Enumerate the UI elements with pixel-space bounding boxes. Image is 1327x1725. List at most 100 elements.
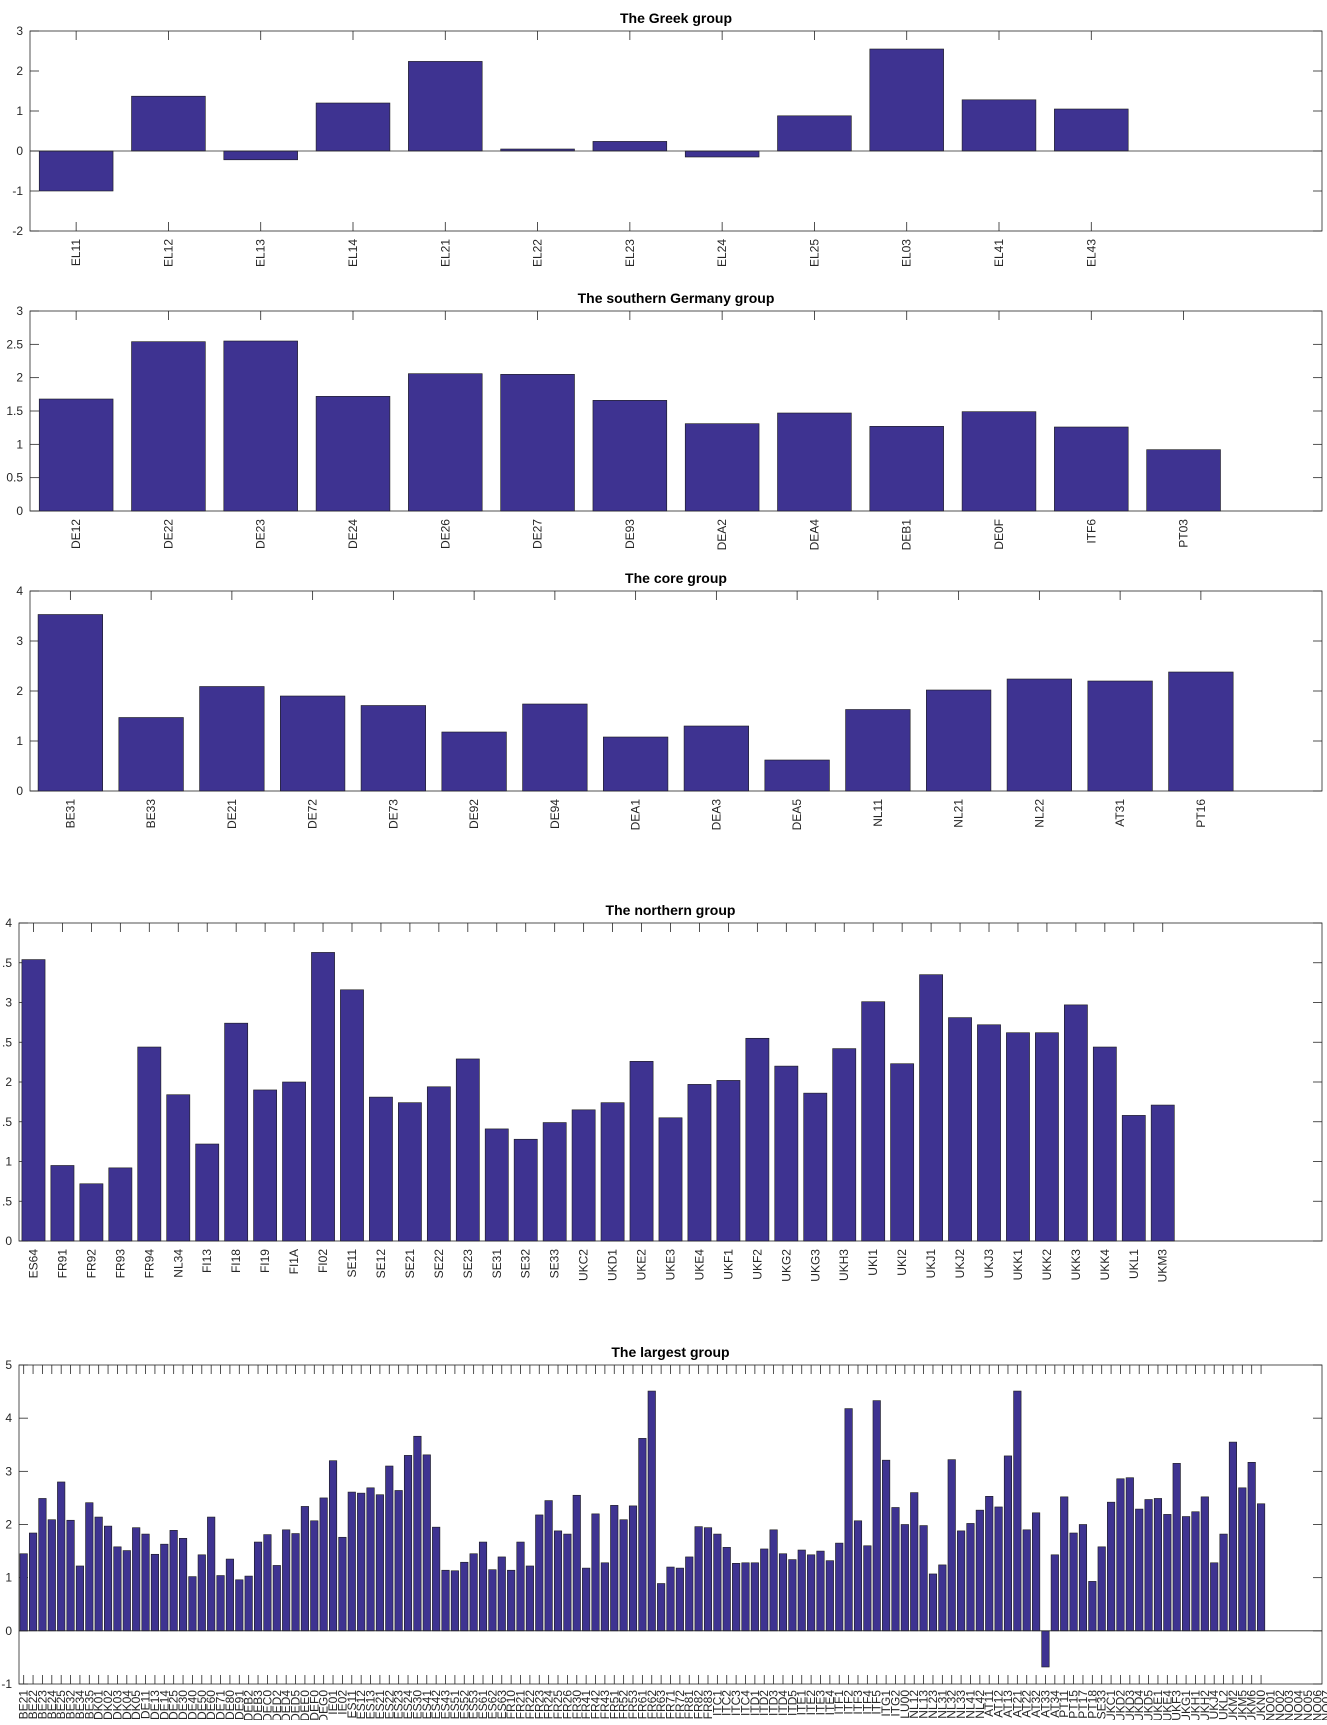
bar-ukh3 [832, 1048, 857, 1242]
x-tick-label-es23: ES23 [392, 1690, 406, 1720]
bar-fr52 [619, 1519, 628, 1632]
x-tick-label-itc3: ITC3 [729, 1690, 743, 1716]
y-tick-label-3: 1 [16, 734, 23, 748]
bar-nl23 [928, 1573, 938, 1632]
bar-es53 [469, 1553, 478, 1632]
x-tick-label-itc4: ITC4 [738, 1690, 752, 1716]
x-tick-label-be31: BE31 [63, 799, 77, 829]
x-tick-label-es63: ES63 [495, 1690, 509, 1720]
bar-nl31 [938, 1564, 947, 1632]
bar-de91 [235, 1579, 244, 1632]
x-tick-label-fr43: FR43 [598, 1690, 612, 1720]
x-tick-label-es61: ES61 [476, 1690, 490, 1720]
bar-fr26 [563, 1533, 572, 1632]
bar-de40 [188, 1576, 197, 1632]
x-tick-label-ukn0: UKN0 [1254, 1690, 1268, 1720]
bar-de22 [131, 341, 206, 512]
bar-de93 [592, 400, 668, 512]
x-tick-label-ukc1: UKC1 [1104, 1690, 1118, 1720]
bar-de24 [315, 396, 391, 512]
x-tick-label-de21: DE21 [225, 799, 239, 829]
x-tick-label-ukh3: UKH3 [837, 1249, 851, 1281]
x-tick-label-fr41: FR41 [579, 1690, 593, 1720]
x-tick-label-de50: DE50 [195, 1690, 209, 1720]
y-tick-label-3: 0 [16, 784, 23, 798]
x-tick-label-be23: BE23 [35, 1690, 49, 1720]
x-tick-label-ukf1: UKF1 [721, 1249, 735, 1280]
x-tick-label-fi19: FI19 [258, 1249, 272, 1273]
bar-be32 [66, 1519, 75, 1632]
bar-itd3 [769, 1529, 778, 1632]
bar-itc1 [713, 1533, 722, 1632]
x-tick-label-el23: EL23 [623, 239, 637, 267]
bar-be24 [47, 1519, 56, 1632]
x-tick-label-ukj4: UKJ4 [1207, 1690, 1221, 1720]
bar-fr41 [582, 1567, 591, 1632]
bar-uke1 [1153, 1498, 1163, 1632]
x-tick-label-nl42: NL42 [973, 1690, 987, 1719]
y-tick-label-4: .5 [2, 1035, 12, 1049]
bar-uke4 [687, 1084, 712, 1242]
x-tick-label-fr71: FR71 [664, 1690, 678, 1720]
x-tick-label-ukm5: UKM5 [1235, 1690, 1249, 1720]
bar-ie01 [328, 1460, 338, 1632]
bar-fr63 [657, 1583, 666, 1632]
bar-ie02 [338, 1536, 347, 1632]
bar-fr53 [628, 1505, 638, 1632]
bar-at13 [1003, 1455, 1013, 1632]
x-tick-label-de12: DE12 [69, 519, 83, 549]
bar-be31 [37, 614, 103, 792]
x-tick-label-at22: AT22 [1020, 1690, 1034, 1718]
bar-uki2 [890, 1063, 915, 1242]
x-tick-label-itc1: ITC1 [710, 1690, 724, 1716]
bar-de73 [360, 705, 426, 792]
bar-dea5 [764, 759, 830, 792]
x-tick-label-ukf3: UKF3 [1170, 1690, 1184, 1720]
x-tick-label-uki2: UKI2 [895, 1249, 909, 1276]
bar-be33 [118, 717, 184, 792]
x-tick-label-ded5: DED5 [289, 1690, 303, 1720]
bar-be34 [75, 1565, 84, 1632]
x-tick-label-nl32: NL32 [945, 1690, 959, 1719]
y-tick-label-4: 2 [5, 1075, 12, 1089]
bar-itd2 [760, 1548, 769, 1632]
bar-itf6 [1054, 426, 1129, 512]
x-tick-label-itf5: ITF5 [870, 1690, 884, 1715]
x-tick-label-pt03: PT03 [1177, 519, 1191, 548]
x-tick-label-dk01: DK01 [92, 1690, 106, 1720]
bar-deb1 [869, 426, 944, 512]
bar-uke4 [1163, 1514, 1172, 1632]
bar-fr43 [600, 1562, 609, 1632]
bar-dec0 [263, 1534, 272, 1632]
x-tick-label-nl13: NL13 [917, 1690, 931, 1719]
bar-es61 [478, 1541, 488, 1632]
chart-title-2: The southern Germany group [578, 290, 775, 306]
bar-ukd4 [1135, 1508, 1144, 1632]
bar-fr61 [638, 1438, 647, 1632]
bar-nl33 [957, 1530, 966, 1632]
bar-dk03 [113, 1546, 122, 1632]
bar-fr81 [685, 1556, 694, 1632]
x-tick-label-es11: ES11 [345, 1690, 359, 1719]
bar-be35 [85, 1502, 94, 1632]
y-tick-label-3: 3 [16, 634, 23, 648]
bar-itg1 [882, 1459, 891, 1632]
bar-se31 [484, 1128, 509, 1242]
x-tick-label-de93: DE93 [623, 519, 637, 549]
chart-title-3: The core group [625, 570, 727, 586]
bar-el13 [223, 150, 298, 161]
x-tick-label-def0: DEF0 [307, 1690, 321, 1720]
bar-be22 [29, 1532, 38, 1632]
bar-ite2 [807, 1554, 816, 1632]
bar-de27 [500, 374, 575, 512]
x-tick-label-pt17: PT17 [1076, 1690, 1090, 1719]
x-tick-label-es30: ES30 [410, 1690, 424, 1720]
bar-dk04 [122, 1550, 131, 1632]
bar-ukm2 [1228, 1441, 1237, 1632]
bar-ite4 [825, 1560, 834, 1632]
bar-fr93 [108, 1167, 133, 1242]
x-tick-label-pt11: PT11 [1057, 1690, 1071, 1718]
bar-de13 [150, 1553, 159, 1632]
bar-at12 [994, 1506, 1003, 1632]
x-tick-label-fi18: FI18 [229, 1249, 243, 1273]
